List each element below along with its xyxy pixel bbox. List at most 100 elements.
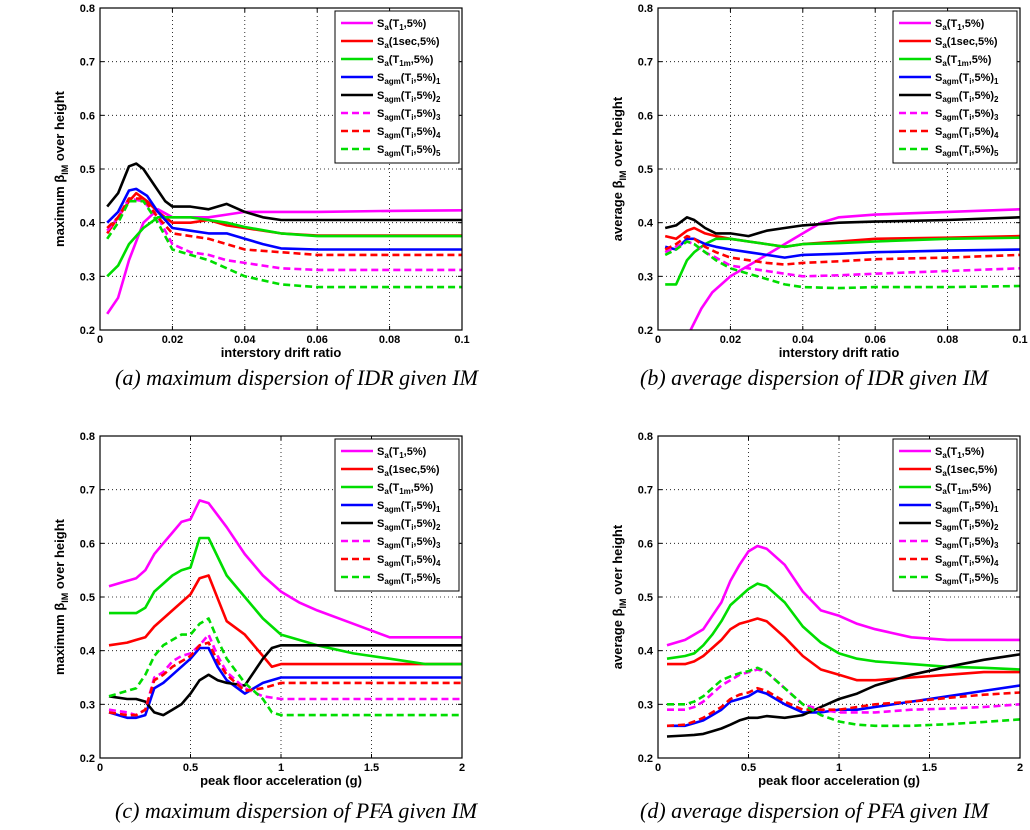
x-tick-label: 0 <box>97 762 103 774</box>
x-tick-label: 0.1 <box>454 334 469 346</box>
legend-label: Sa(1sec,5%) <box>935 464 998 478</box>
x-axis-label: peak floor acceleration (g) <box>200 773 362 788</box>
y-tick-label: 0.6 <box>80 110 95 122</box>
y-tick-label: 0.7 <box>638 57 653 69</box>
legend-box <box>892 10 1018 164</box>
series-line-6 <box>106 197 462 272</box>
legend-label: Sagm(Ti,5%)3 <box>935 536 999 550</box>
y-tick-label: 0.5 <box>80 592 95 604</box>
y-axis-label: average βIM over height <box>610 524 628 669</box>
legend-label: Sa(T1,5%) <box>935 446 985 460</box>
series-line-6 <box>108 633 462 717</box>
series-line-1 <box>106 208 463 315</box>
y-tick-label: 0.7 <box>638 485 653 497</box>
series-line-7 <box>106 197 462 257</box>
x-tick-label: 1 <box>278 762 284 774</box>
y-axis-label: average βIM over height <box>610 96 628 241</box>
x-axis-label: interstory drift ratio <box>221 345 342 360</box>
legend-label: Sagm(Ti,5%)1 <box>935 72 999 86</box>
y-tick-label: 0.5 <box>80 164 95 176</box>
legend-label: Sa(T1,5%) <box>377 18 427 32</box>
x-tick-label: 0.06 <box>864 334 885 346</box>
legend-label: Sagm(Ti,5%)1 <box>377 500 441 514</box>
y-tick-label: 0.2 <box>638 325 653 337</box>
plot-frame <box>657 7 1021 331</box>
legend-label: Sagm(Ti,5%)1 <box>377 72 441 86</box>
y-tick-label: 0.8 <box>638 3 653 15</box>
y-tick-label: 0.5 <box>638 592 653 604</box>
legend-label: Sa(T1m,5%) <box>377 54 434 68</box>
y-tick-label: 0.8 <box>80 431 95 443</box>
y-tick-label: 0.4 <box>80 646 96 658</box>
legend-label: Sa(T1m,5%) <box>935 482 992 496</box>
series-line-5 <box>666 653 1021 738</box>
x-tick-label: 0.06 <box>306 334 327 346</box>
series-line-3 <box>106 216 462 278</box>
y-tick-label: 0.8 <box>638 431 653 443</box>
y-tick-label: 0.6 <box>638 110 653 122</box>
series-line-3 <box>109 536 462 666</box>
x-tick-label: 0.02 <box>162 334 183 346</box>
legend-label: Sagm(Ti,5%)3 <box>377 108 441 122</box>
legend-label: Sagm(Ti,5%)3 <box>377 536 441 550</box>
series-line-7 <box>666 686 1021 728</box>
x-tick-label: 0.04 <box>234 334 256 346</box>
figure-caption: (d) average dispersion of PFA given IM <box>640 798 990 823</box>
plot-frame <box>657 435 1021 759</box>
x-tick-label: 2 <box>459 762 465 774</box>
legend-label: Sagm(Ti,5%)2 <box>935 90 999 104</box>
chart-panel-1: 0 0.02 0.04 0.06 0.08 0.1 0.2 0.3 0.4 0.5 0.6 0.7 0.… <box>52 3 470 360</box>
legend-label: Sagm(Ti,5%)3 <box>935 108 999 122</box>
legend-label: Sagm(Ti,5%)5 <box>935 572 999 586</box>
x-tick-label: 1 <box>836 762 842 774</box>
x-tick-label: 0.04 <box>792 334 814 346</box>
y-tick-label: 0.3 <box>638 699 653 711</box>
x-tick-label: 0.5 <box>741 762 756 774</box>
x-tick-label: 0 <box>655 334 661 346</box>
x-tick-label: 0.02 <box>720 334 741 346</box>
legend-label: Sa(T1m,5%) <box>377 482 434 496</box>
chart-panel-3: 0 0.5 1 1.5 2 0.2 0.3 0.4 0.5 0.6 0.7 0.8 Sa(T1,5%) S… <box>52 431 465 788</box>
series-line-4 <box>108 646 462 720</box>
plot-frame <box>99 7 463 331</box>
legend-label: Sagm(Ti,5%)4 <box>377 554 441 568</box>
x-tick-label: 0.08 <box>379 334 400 346</box>
y-tick-label: 0.7 <box>80 57 95 69</box>
plot-frame <box>99 435 463 759</box>
x-tick-label: 0.08 <box>937 334 958 346</box>
x-tick-label: 2 <box>1017 762 1023 774</box>
legend-label: Sagm(Ti,5%)4 <box>377 126 441 140</box>
legend-label: Sagm(Ti,5%)1 <box>935 500 999 514</box>
legend-label: Sagm(Ti,5%)4 <box>935 126 999 140</box>
legend-label: Sagm(Ti,5%)5 <box>377 144 441 158</box>
series-line-1 <box>108 499 462 639</box>
series-line-8 <box>664 240 1021 290</box>
legend-label: Sa(1sec,5%) <box>935 36 998 50</box>
y-tick-label: 0.2 <box>80 753 95 765</box>
x-tick-label: 0.5 <box>183 762 198 774</box>
chart-panel-2: 0 0.02 0.04 0.06 0.08 0.1 0.2 0.3 0.4 0.5 0.6 0.7 0.… <box>610 3 1028 360</box>
series-line-1 <box>666 544 1020 647</box>
series-line-5 <box>664 216 1021 238</box>
series-line-7 <box>108 641 462 717</box>
y-tick-label: 0.7 <box>80 485 95 497</box>
legend-label: Sagm(Ti,5%)2 <box>377 90 441 104</box>
legend-label: Sagm(Ti,5%)5 <box>935 144 999 158</box>
x-axis-label: interstory drift ratio <box>779 345 900 360</box>
y-tick-label: 0.3 <box>80 271 95 283</box>
legend-label: Sa(1sec,5%) <box>377 36 440 50</box>
series-line-8 <box>108 617 462 717</box>
series-line-4 <box>106 187 462 251</box>
y-tick-label: 0.2 <box>638 753 653 765</box>
figure-caption: (c) maximum dispersion of PFA given IM <box>115 798 479 823</box>
series-line-7 <box>664 234 1021 266</box>
legend-label: Sagm(Ti,5%)4 <box>935 554 999 568</box>
legend-label: Sagm(Ti,5%)2 <box>377 518 441 532</box>
series-line-5 <box>106 162 462 222</box>
x-tick-label: 1.5 <box>922 762 937 774</box>
y-axis-label: maximum βIM over height <box>52 518 70 675</box>
series-line-1 <box>689 208 1021 331</box>
legend-box <box>334 438 460 592</box>
series-line-8 <box>667 666 1021 728</box>
